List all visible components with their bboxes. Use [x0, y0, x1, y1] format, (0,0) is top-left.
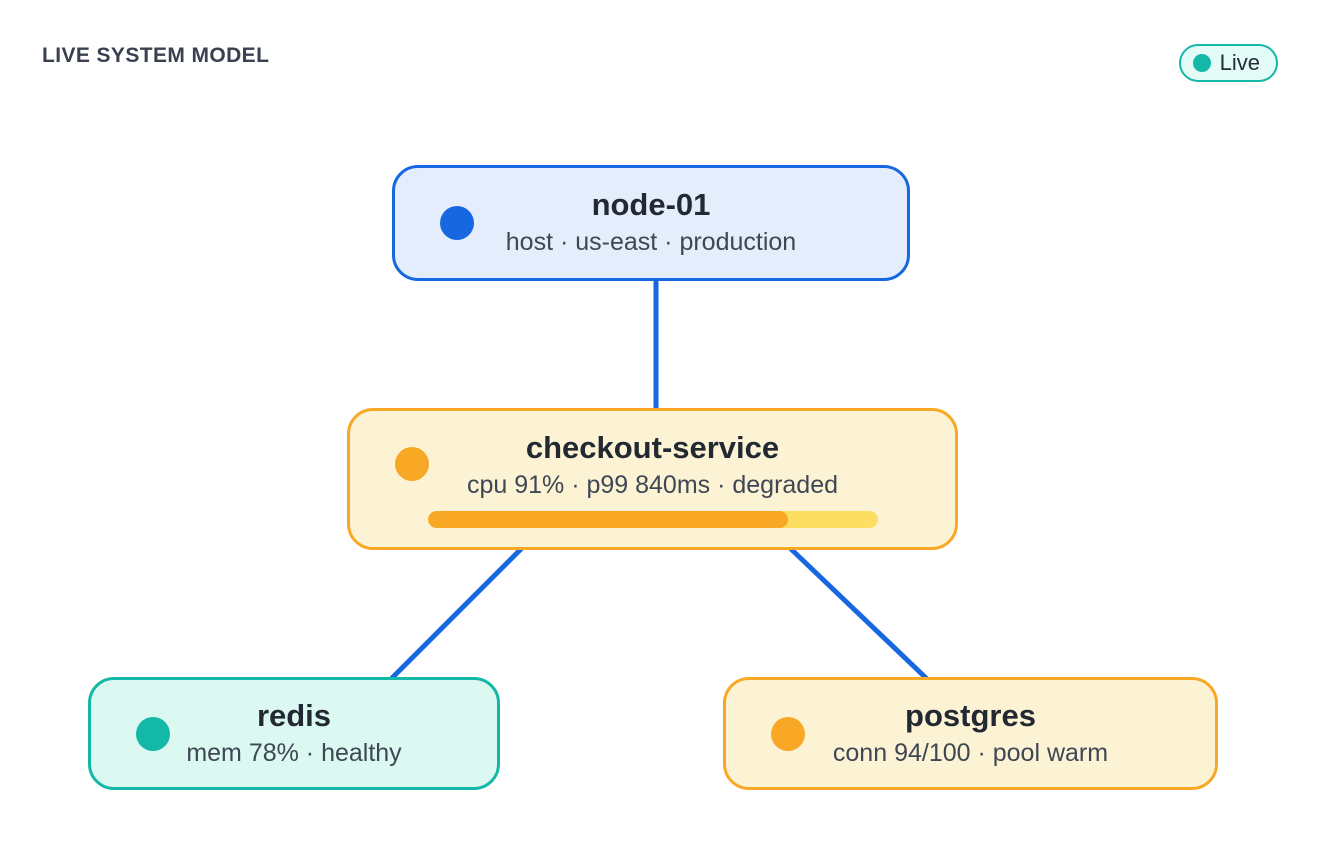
node-redis[interactable]: redis mem 78% · healthy	[88, 677, 500, 790]
edge-checkout-redis	[389, 546, 524, 681]
node-subtitle: conn 94/100 · pool warm	[832, 738, 1109, 767]
node-subtitle: mem 78% · healthy	[186, 738, 402, 767]
edge-checkout-postgres	[788, 546, 929, 681]
node-subtitle: cpu 91% · p99 840ms · degraded	[466, 471, 839, 500]
node-checkout-service[interactable]: checkout-service cpu 91% · p99 840ms · d…	[347, 408, 958, 550]
node-node-01[interactable]: node-01 host · us-east · production	[392, 165, 910, 281]
page-title: LIVE SYSTEM MODEL	[42, 44, 270, 67]
live-status-dot-icon	[1192, 54, 1211, 72]
cpu-progress-fill	[427, 510, 788, 528]
node-title: postgres	[905, 697, 1036, 733]
status-dot-icon	[440, 206, 474, 240]
node-title: node-01	[591, 187, 711, 223]
status-dot-icon	[136, 716, 170, 751]
node-title: checkout-service	[525, 430, 780, 466]
status-dot-icon	[395, 447, 429, 481]
node-subtitle: host · us-east · production	[505, 228, 797, 257]
node-title: redis	[256, 697, 332, 733]
status-dot-icon	[771, 716, 805, 751]
live-badge-label: Live	[1219, 50, 1260, 75]
node-postgres[interactable]: postgres conn 94/100 · pool warm	[723, 677, 1218, 790]
live-badge[interactable]: Live	[1178, 44, 1278, 82]
cpu-progress-bar	[427, 510, 878, 528]
